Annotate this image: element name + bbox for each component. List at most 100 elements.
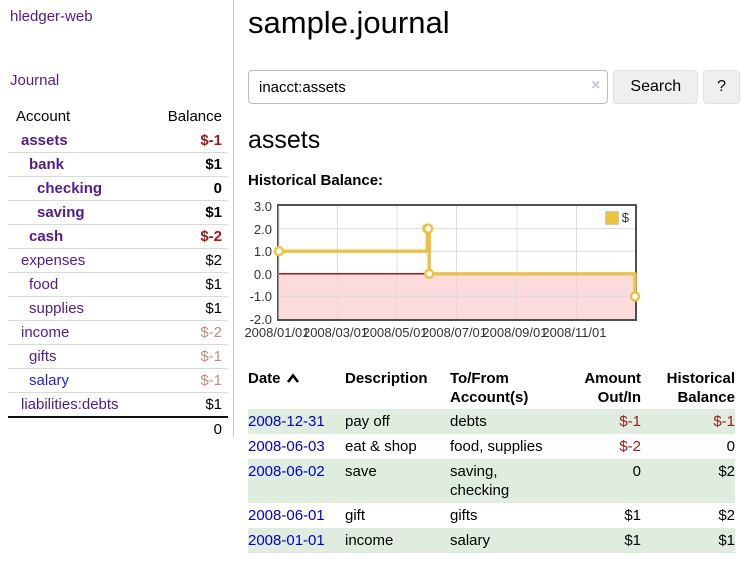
account-row: gifts $-1 — [8, 344, 228, 369]
col-amount: Amount Out/In — [584, 370, 641, 406]
account-row: bank $1 — [8, 152, 228, 177]
account-row: food $1 — [8, 272, 228, 297]
register-row: 2008-06-03 eat & shop food, supplies $-2 0 — [248, 434, 735, 459]
sidebar-item-journal[interactable]: Journal — [10, 72, 60, 89]
account-link[interactable]: assets — [21, 132, 68, 149]
account-row: checking 0 — [8, 176, 228, 201]
account-heading: assets — [248, 126, 321, 154]
register-balance-cell: $1 — [718, 532, 735, 549]
account-balance: $-1 — [200, 132, 222, 149]
account-link[interactable]: cash — [29, 228, 64, 245]
account-row: salary $-1 — [8, 368, 228, 393]
account-link[interactable]: expenses — [21, 252, 86, 269]
register-balance-cell: $2 — [718, 463, 735, 480]
main-content: sample.journal × Search ? assets Histori… — [244, 0, 740, 553]
accounts-col-account: Account — [16, 108, 71, 125]
page-title: sample.journal — [248, 5, 450, 40]
register-accounts-cell: food, supplies — [450, 438, 543, 455]
register-date-cell: 2008-12-31 — [248, 409, 345, 434]
account-link[interactable]: gifts — [29, 348, 57, 365]
y-tick-label: 0.0 — [253, 266, 272, 282]
register-row: 2008-12-31 pay off debts $-1 $-1 — [248, 409, 735, 434]
register-amount-cell: $-2 — [619, 438, 641, 455]
account-balance: $2 — [205, 252, 222, 269]
transaction-date-link[interactable]: 2008-06-01 — [248, 507, 325, 524]
search-form: × Search ? — [248, 70, 740, 104]
account-balance: $1 — [205, 300, 222, 317]
account-link[interactable]: bank — [29, 156, 65, 173]
y-tick-label: 2.0 — [253, 221, 272, 237]
register-description-cell: save — [345, 463, 377, 480]
account-link[interactable]: salary — [29, 372, 70, 389]
account-link[interactable]: supplies — [29, 300, 85, 317]
chart-legend: $ — [602, 209, 631, 226]
register-accounts-cell: salary — [450, 532, 491, 549]
register-date-cell: 2008-06-02 — [248, 459, 345, 503]
account-balance: $-1 — [200, 348, 222, 365]
account-link[interactable]: liabilities:debts — [21, 396, 119, 413]
transaction-date-link[interactable]: 2008-01-01 — [248, 532, 325, 549]
series-label: $ — [621, 210, 629, 225]
x-tick-label: 2008/07/01 — [421, 325, 488, 340]
app-title[interactable]: hledger-web — [10, 8, 93, 25]
data-point-marker — [273, 246, 285, 257]
register-amount-cell: $1 — [624, 532, 641, 549]
account-balance: $-2 — [200, 324, 222, 341]
account-balance: $1 — [205, 276, 222, 293]
search-button[interactable]: Search — [613, 70, 699, 104]
register-amount-cell: $-1 — [619, 413, 641, 430]
account-row: supplies $1 — [8, 296, 228, 321]
register-date-cell: 2008-06-01 — [248, 503, 345, 528]
register-row: 2008-06-01 gift gifts $1 $2 — [248, 503, 735, 528]
data-point-marker — [423, 223, 434, 234]
account-row: saving $1 — [8, 200, 228, 225]
register-amount-cell: $1 — [624, 507, 641, 524]
transaction-date-link[interactable]: 2008-12-31 — [248, 413, 325, 430]
account-row: liabilities:debts $1 — [8, 392, 228, 418]
transaction-date-link[interactable]: 2008-06-02 — [248, 463, 325, 480]
register-description-cell: eat & shop — [345, 438, 417, 455]
register-accounts-cell: saving, checking — [450, 463, 510, 499]
account-balance: $-2 — [200, 228, 222, 245]
data-point-marker — [629, 291, 641, 302]
register-header-row: Date Description To/From Account(s) Amoun… — [248, 367, 735, 409]
register-amount-cell: 0 — [632, 463, 641, 480]
register-table: Date Description To/From Account(s) Amoun… — [248, 367, 735, 553]
search-input[interactable] — [248, 70, 609, 104]
account-link[interactable]: checking — [37, 180, 103, 197]
account-link[interactable]: income — [21, 324, 70, 341]
clear-search-icon[interactable]: × — [591, 77, 601, 94]
y-tick-label: 1.0 — [253, 244, 272, 260]
register-date-cell: 2008-06-03 — [248, 434, 345, 459]
account-row: expenses $2 — [8, 248, 228, 273]
historical-balance-chart[interactable]: 3.0 2.0 1.0 0.0 -1.0 -2.0 $ — [250, 199, 641, 327]
account-row: income $-2 — [8, 320, 228, 345]
col-description: Description — [345, 370, 428, 387]
register-description-cell: pay off — [345, 413, 390, 430]
accounts-total-spacer — [8, 417, 150, 441]
data-point-marker — [424, 268, 435, 280]
account-balance: $1 — [205, 396, 222, 413]
x-tick-label: 2008/05/01 — [362, 325, 428, 340]
register-balance-cell: 0 — [726, 438, 735, 455]
register-description-cell: income — [345, 532, 394, 549]
register-row: 2008-01-01 income salary $1 $1 — [248, 528, 735, 553]
account-link[interactable]: food — [29, 276, 59, 293]
help-button[interactable]: ? — [703, 70, 740, 104]
account-balance: $1 — [205, 204, 222, 221]
register-balance-cell: $2 — [718, 507, 735, 524]
account-balance: 0 — [213, 180, 222, 197]
account-link[interactable]: saving — [37, 204, 85, 221]
account-row: cash $-2 — [8, 224, 228, 249]
accounts-total-value: 0 — [213, 421, 222, 438]
account-balance: $-1 — [200, 372, 222, 389]
chart-area: 3.0 2.0 1.0 0.0 -1.0 -2.0 $ 2008/01/01 2008/03… — [244, 199, 740, 343]
sort-ascending-icon — [286, 373, 299, 383]
x-tick-label: 2008/09/01 — [482, 325, 548, 340]
accounts-header-row: Account Balance — [8, 105, 228, 129]
accounts-col-balance: Balance — [167, 108, 222, 125]
y-tick-label: -2.0 — [249, 312, 272, 327]
col-date[interactable]: Date — [248, 367, 345, 409]
transaction-date-link[interactable]: 2008-06-03 — [248, 438, 325, 455]
accounts-table: Account Balance assets $-1 bank $1 checking 0… — [8, 105, 228, 441]
